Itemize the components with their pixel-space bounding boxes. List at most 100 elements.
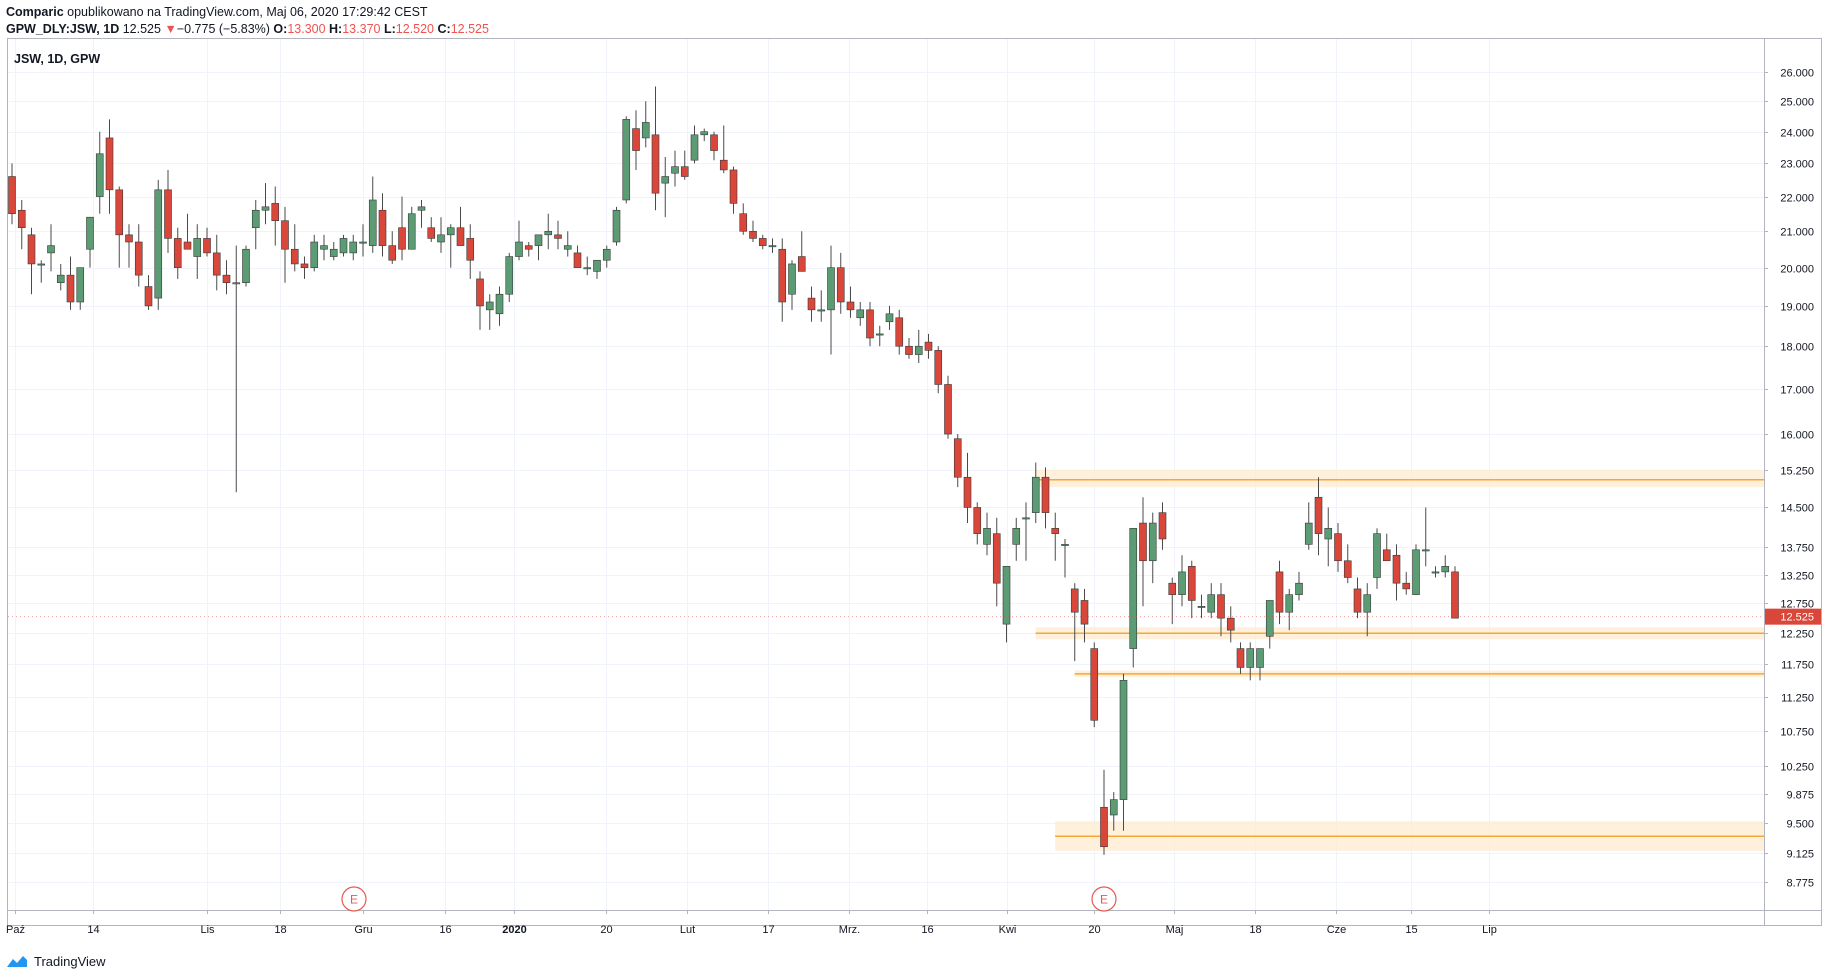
candle-body xyxy=(8,176,16,215)
time-tick-label: Gru xyxy=(354,924,372,936)
candle xyxy=(300,256,309,279)
candle xyxy=(1382,533,1391,562)
candle xyxy=(349,234,358,261)
author-name[interactable]: Comparic xyxy=(6,5,64,19)
candle xyxy=(983,512,991,556)
time-tick-label: Cze xyxy=(1327,924,1347,936)
chart-frame xyxy=(7,38,1822,926)
price-tick-label: 12.250 xyxy=(1780,629,1814,641)
price-tick-label: 24.000 xyxy=(1780,128,1814,140)
candle xyxy=(1295,571,1303,601)
high-value: 13.370 xyxy=(342,22,381,36)
candle xyxy=(1373,528,1381,589)
time-tick-label: 17 xyxy=(762,924,774,936)
candle-body xyxy=(359,241,367,244)
candle xyxy=(612,206,621,246)
candle xyxy=(1285,588,1294,631)
candle-body xyxy=(593,259,601,272)
candles xyxy=(8,86,1459,855)
candle xyxy=(76,267,85,310)
candle-body xyxy=(778,248,787,303)
candle xyxy=(739,203,748,235)
candle xyxy=(398,196,406,261)
time-axis[interactable]: Paź 14 Lis 18 Gru 16 2020 20 Lut 17 Mrz. 16 Kwi 20 Maj… xyxy=(6,910,1497,936)
candle xyxy=(788,260,796,310)
candle-body xyxy=(788,263,796,295)
candle xyxy=(1100,769,1108,855)
close-value: 12.525 xyxy=(450,22,489,36)
candle xyxy=(1109,792,1118,831)
candle-body xyxy=(846,301,855,311)
low-label: L: xyxy=(383,22,396,36)
candle xyxy=(895,309,904,355)
candle xyxy=(680,150,689,180)
candle-body xyxy=(1343,560,1352,578)
candle xyxy=(329,241,338,261)
candle-body xyxy=(505,256,514,295)
candle xyxy=(1275,560,1284,625)
candle-body xyxy=(1353,588,1362,613)
candle-body xyxy=(1363,594,1372,613)
candle-body xyxy=(56,274,65,284)
candle-body xyxy=(378,209,387,246)
price-tick-label: 14.500 xyxy=(1780,503,1814,515)
candle-body xyxy=(875,333,884,336)
candle xyxy=(154,179,163,310)
price-tick-label: 9.125 xyxy=(1786,849,1814,861)
candle xyxy=(1197,594,1206,619)
price-tick-label: 16.000 xyxy=(1780,430,1814,442)
candle-body xyxy=(193,238,202,257)
candle-body xyxy=(1207,594,1216,613)
time-tick-label: Maj xyxy=(1166,924,1184,936)
candle xyxy=(1402,571,1411,595)
candle xyxy=(1061,538,1069,578)
candle-body xyxy=(290,248,299,265)
candle xyxy=(1158,502,1167,550)
price-change: −0.775 (−5.83%) xyxy=(176,22,270,36)
candle xyxy=(875,325,884,347)
candle xyxy=(1246,642,1255,681)
candle-body xyxy=(973,507,982,534)
candle xyxy=(807,286,816,322)
candle xyxy=(1129,528,1138,668)
candle xyxy=(778,238,787,322)
candle xyxy=(417,199,426,228)
candle-body xyxy=(544,230,553,236)
candle-body xyxy=(1109,799,1118,816)
price-tick-label: 13.250 xyxy=(1780,571,1814,583)
candle-body xyxy=(622,119,631,201)
tradingview-logo-icon xyxy=(7,956,27,967)
last-price: 12.525 xyxy=(122,22,161,36)
earnings-marker-icon[interactable]: E xyxy=(341,886,367,912)
candle xyxy=(1363,583,1372,637)
candle-body xyxy=(1265,600,1274,637)
price-tick-label: 12.750 xyxy=(1780,599,1814,611)
tradingview-brand[interactable]: TradingView xyxy=(34,953,106,969)
candle-body xyxy=(1295,582,1303,595)
candle-body xyxy=(476,278,484,307)
price-tick-label: 26.000 xyxy=(1780,68,1814,80)
candle-body xyxy=(1139,522,1147,562)
time-tick-label: 16 xyxy=(439,924,451,936)
candle xyxy=(1324,507,1333,567)
candle xyxy=(1256,648,1264,681)
candle-body xyxy=(934,350,943,385)
candle-body xyxy=(95,153,104,197)
candle-body xyxy=(1080,600,1089,625)
price-axis[interactable]: 26.000 25.000 24.000 23.000 22.000 21.000 20.0… xyxy=(8,68,1821,890)
low-value: 12.520 xyxy=(395,22,434,36)
candle-body xyxy=(983,528,991,545)
candle-body xyxy=(524,245,533,250)
candle-body xyxy=(749,230,757,239)
earnings-marker-label: E xyxy=(350,893,358,907)
candle xyxy=(261,183,270,225)
earnings-marker-icon[interactable]: E xyxy=(1091,886,1117,912)
candle xyxy=(495,286,504,326)
candle xyxy=(924,333,933,359)
level-zone xyxy=(1035,469,1764,488)
candle-body xyxy=(680,166,689,177)
price-tick-label: 19.000 xyxy=(1780,302,1814,314)
candle-body xyxy=(1070,588,1079,613)
candle-body xyxy=(924,341,933,351)
